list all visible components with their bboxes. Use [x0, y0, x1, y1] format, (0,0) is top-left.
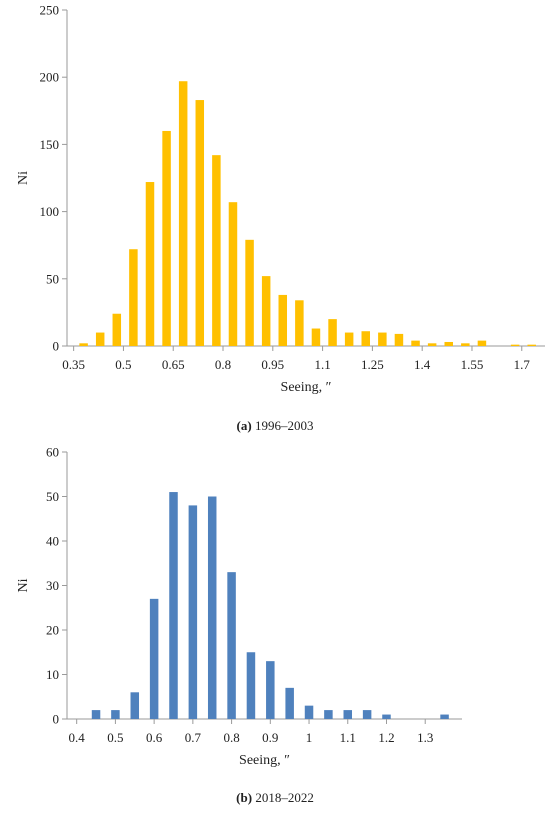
y-tick-label: 30 [46, 578, 59, 593]
y-tick-label: 0 [53, 712, 60, 727]
bar [261, 276, 271, 346]
bar [344, 332, 354, 346]
x-tick-label: 1.1 [340, 730, 356, 745]
bar [91, 710, 101, 719]
bar [378, 332, 387, 346]
x-tick-label: 0.95 [261, 357, 284, 372]
y-tick-label: 0 [53, 339, 60, 354]
bar [188, 505, 198, 719]
bar [130, 692, 140, 719]
x-axis-label: Seeing, ″ [281, 380, 332, 395]
bar [79, 343, 88, 346]
bar [477, 340, 487, 346]
x-tick-label: 1.4 [414, 357, 431, 372]
bar [362, 710, 372, 719]
x-tick-label: 0.9 [262, 730, 278, 745]
bar [328, 319, 337, 346]
y-tick-label: 250 [40, 3, 60, 18]
bar [195, 100, 205, 346]
bar [440, 714, 449, 719]
x-tick-label: 0.7 [185, 730, 202, 745]
y-tick-label: 10 [46, 667, 59, 682]
x-tick-label: 0.65 [162, 357, 185, 372]
x-tick-label: 1.3 [417, 730, 433, 745]
bar [149, 598, 159, 719]
bar [178, 81, 188, 346]
x-tick-label: 1.2 [378, 730, 394, 745]
bar [343, 710, 353, 719]
bar [169, 492, 178, 719]
caption-b-letter: (b) [236, 790, 253, 805]
bar [510, 344, 520, 346]
x-tick-label: 0.5 [107, 730, 123, 745]
y-tick-label: 100 [40, 204, 60, 219]
bar [228, 202, 238, 346]
histogram-1996-2003: 0 50 100 150 200 250 0.35 0.5 0.65 0.8 0.95 1.1 1.25… [16, 3, 545, 395]
bar [111, 710, 120, 719]
bar [285, 687, 294, 719]
bar [361, 331, 370, 346]
caption-a-text: 1996–2003 [254, 418, 314, 433]
x-tick-label: 0.8 [223, 730, 239, 745]
bar [311, 328, 321, 346]
bar [461, 343, 470, 346]
y-tick-label: 40 [46, 534, 59, 549]
bar [324, 710, 333, 719]
x-tick-label: 0.5 [115, 357, 131, 372]
x-tick-label: 1.1 [314, 357, 330, 372]
y-tick-label: 150 [40, 137, 60, 152]
y-tick-label: 20 [46, 623, 59, 638]
bar [527, 344, 536, 346]
y-tick-label: 50 [46, 271, 59, 286]
bar [394, 333, 404, 346]
caption-a-letter: (a) [236, 418, 252, 433]
bar [112, 313, 122, 346]
y-tick-label: 60 [46, 445, 59, 460]
bar [411, 340, 420, 346]
bar [266, 661, 275, 719]
x-tick-label: 0.6 [146, 730, 163, 745]
y-tick-label: 50 [46, 489, 59, 504]
x-tick-label: 1.25 [361, 357, 384, 372]
x-axis-label: Seeing, ″ [239, 753, 290, 768]
y-axis-label: Ni [16, 578, 31, 592]
bar [95, 332, 105, 346]
x-tick-label: 1.55 [461, 357, 484, 372]
x-tick-label: 0.4 [69, 730, 86, 745]
bar [212, 155, 221, 346]
bar [382, 714, 391, 719]
bar [162, 130, 171, 346]
caption-b: (b) 2018–2022 [0, 790, 550, 806]
x-tick-label: 1.7 [514, 357, 531, 372]
bar [145, 182, 155, 346]
bar [129, 249, 138, 346]
x-tick-label: 1 [306, 730, 313, 745]
bar [245, 239, 254, 346]
bar [246, 652, 256, 719]
x-tick-label: 0.8 [215, 357, 231, 372]
caption-a: (a) 1996–2003 [0, 418, 550, 434]
bar [227, 572, 236, 719]
y-axis-label: Ni [16, 171, 31, 185]
y-tick-label: 200 [40, 70, 60, 85]
bar [444, 341, 453, 346]
bar [278, 294, 288, 346]
bar [295, 300, 304, 346]
x-tick-label: 0.35 [62, 357, 85, 372]
bar [427, 343, 437, 346]
caption-b-text: 2018–2022 [255, 790, 314, 805]
bar [207, 496, 217, 719]
bar [304, 705, 314, 719]
